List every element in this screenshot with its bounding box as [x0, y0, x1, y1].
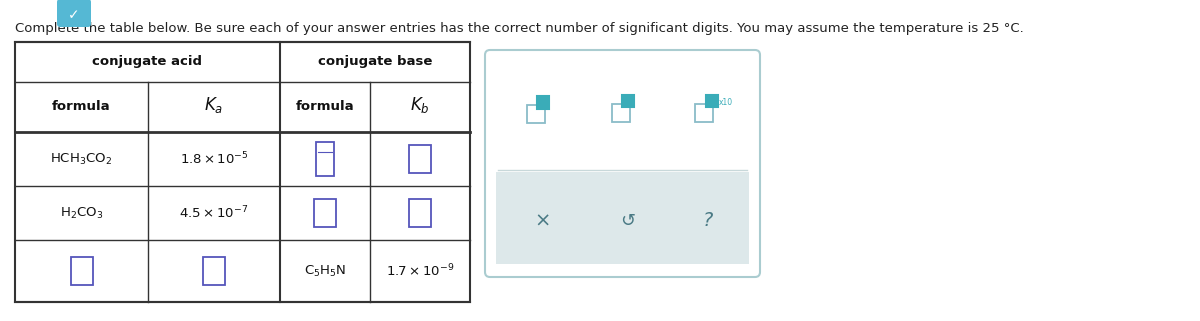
Bar — [527, 105, 545, 123]
Bar — [316, 142, 334, 176]
Bar — [409, 145, 431, 173]
Text: $\mathrm{C_5H_5N}$: $\mathrm{C_5H_5N}$ — [304, 264, 347, 279]
Bar — [695, 103, 713, 122]
Bar — [536, 96, 550, 109]
Text: $\mathrm{HCH_3CO_2}$: $\mathrm{HCH_3CO_2}$ — [50, 152, 113, 167]
Text: conjugate acid: conjugate acid — [92, 56, 203, 68]
Bar — [622, 94, 635, 107]
Bar — [496, 172, 749, 264]
Text: conjugate base: conjugate base — [318, 56, 432, 68]
Bar — [14, 42, 470, 302]
FancyBboxPatch shape — [485, 50, 760, 277]
Text: Complete the table below. Be sure each of your answer entries has the correct nu: Complete the table below. Be sure each o… — [14, 22, 1024, 35]
Bar — [203, 257, 226, 285]
Bar — [314, 199, 336, 227]
Text: x10: x10 — [719, 98, 733, 107]
Bar — [612, 103, 630, 122]
Text: ↺: ↺ — [620, 212, 635, 230]
Bar — [706, 94, 718, 107]
Text: $\mathrm{H_2CO_3}$: $\mathrm{H_2CO_3}$ — [60, 205, 103, 221]
Text: $K_a$: $K_a$ — [204, 95, 223, 115]
Text: formula: formula — [52, 100, 110, 114]
Bar — [409, 199, 431, 227]
Text: formula: formula — [295, 100, 354, 114]
Text: ×: × — [535, 212, 551, 230]
Text: ?: ? — [702, 212, 713, 230]
Text: $1.8\times 10^{-5}$: $1.8\times 10^{-5}$ — [180, 151, 248, 167]
Bar — [71, 257, 92, 285]
Text: ✓: ✓ — [68, 8, 80, 22]
Text: $K_b$: $K_b$ — [410, 95, 430, 115]
Text: $1.7\times 10^{-9}$: $1.7\times 10^{-9}$ — [386, 263, 454, 279]
FancyBboxPatch shape — [58, 0, 91, 27]
Text: $4.5\times 10^{-7}$: $4.5\times 10^{-7}$ — [179, 205, 248, 221]
